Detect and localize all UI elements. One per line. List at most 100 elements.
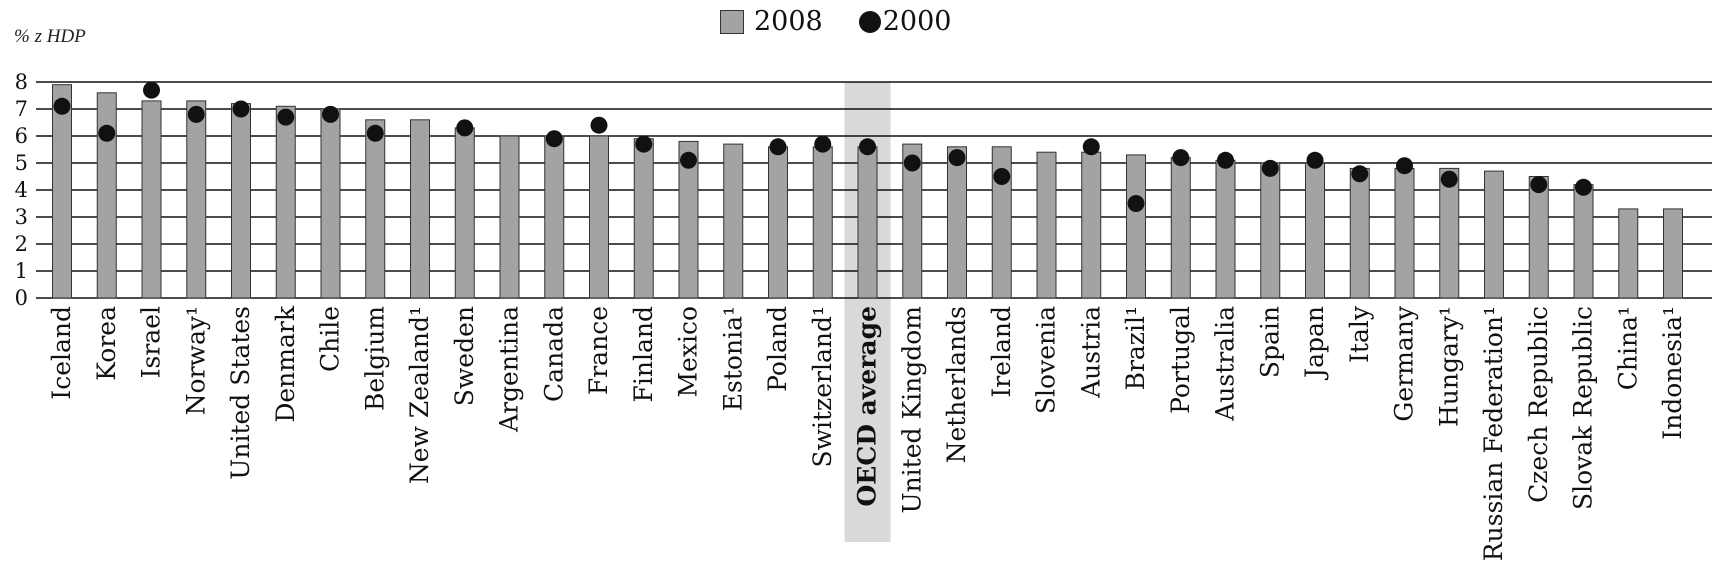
bar-2008 (1036, 151, 1057, 299)
dot-2000 (814, 135, 832, 153)
dot-2000 (590, 116, 608, 134)
category-label: Slovak Republic (1569, 306, 1598, 510)
bar-2008 (499, 135, 520, 299)
dot-2000 (635, 135, 653, 153)
category-label: Chile (316, 306, 345, 372)
category-label: Japan (1300, 306, 1329, 381)
bar-2008 (857, 146, 878, 299)
y-axis-title: % z HDP (14, 26, 86, 47)
category-label: Brazil¹ (1121, 306, 1150, 390)
y-tick-label: 1 (15, 259, 28, 283)
bar-2008 (812, 146, 833, 299)
category-label: China¹ (1613, 306, 1642, 390)
dot-2000 (769, 138, 787, 156)
bar-2008 (991, 146, 1012, 299)
bar-2008 (1394, 167, 1415, 299)
y-tick-label: 5 (15, 151, 28, 175)
category-label: Germany (1390, 305, 1419, 421)
bar-2008 (1618, 208, 1639, 299)
category-label: Spain (1255, 306, 1284, 378)
bar-2008 (52, 84, 72, 299)
bar-2008 (186, 100, 207, 299)
bar-2008 (1170, 157, 1191, 299)
bar-2008 (454, 127, 475, 299)
bar-2008 (1439, 167, 1460, 299)
dot-2000 (1261, 159, 1279, 177)
category-label: Netherlands (942, 306, 971, 463)
dot-2000 (1306, 151, 1324, 169)
category-label: Finland (629, 306, 658, 402)
dot-2000 (859, 138, 876, 156)
bar-2008 (633, 138, 654, 299)
y-tick-label: 7 (15, 97, 28, 121)
dot-2000 (1351, 165, 1369, 183)
category-label: Russian Federation¹ (1479, 306, 1508, 561)
bar-2008 (947, 146, 967, 299)
dot-2000 (1530, 176, 1548, 194)
category-label: Denmark (271, 305, 300, 423)
category-label: Argentina (495, 306, 524, 433)
dot-2000 (948, 149, 966, 167)
bar-2008 (410, 119, 430, 299)
category-label: France (584, 306, 613, 395)
category-label: Slovenia (1032, 306, 1061, 414)
y-tick-label: 3 (15, 205, 28, 229)
dot-2000 (1575, 178, 1592, 196)
bar-2008 (1573, 184, 1594, 299)
bar-2008 (320, 108, 341, 299)
category-label: Israel (137, 306, 166, 378)
category-label: OECD average (853, 306, 882, 507)
bar-2008 (1349, 167, 1370, 299)
category-label: Norway¹ (181, 306, 210, 415)
bar-2008 (365, 119, 386, 299)
category-label: Canada (539, 306, 568, 402)
legend-swatch-2008 (720, 9, 744, 34)
category-label: Korea (92, 306, 121, 381)
y-tick-label: 4 (15, 178, 28, 202)
category-label: Poland (763, 306, 792, 392)
category-label: Czech Republic (1524, 306, 1553, 503)
dot-2000 (232, 100, 250, 118)
category-label: New Zealand¹ (405, 306, 434, 484)
legend-label-2000: 2000 (882, 6, 952, 37)
bar-2008 (1305, 162, 1325, 299)
bar-2008 (1126, 154, 1146, 299)
category-label: United States (226, 306, 255, 480)
dot-2000 (277, 108, 295, 126)
y-tick-label: 8 (15, 70, 28, 94)
dot-2000 (545, 130, 563, 148)
dot-2000 (1172, 149, 1190, 167)
dot-2000 (98, 124, 116, 142)
dot-2000 (1217, 151, 1234, 169)
bar-2008 (1081, 151, 1102, 299)
category-label: Sweden (450, 306, 479, 406)
category-label: United Kingdom (897, 306, 926, 514)
dot-2000 (1440, 170, 1458, 188)
dot-2000 (993, 168, 1011, 185)
bar-2008 (96, 92, 117, 299)
dot-2000 (366, 124, 384, 142)
bar-2008 (723, 143, 744, 299)
legend: 2008 2000 (720, 6, 951, 37)
bar-2008 (275, 105, 296, 299)
category-label: Indonesia¹ (1658, 306, 1687, 440)
bar-2008 (231, 103, 251, 299)
dot-2000 (53, 97, 71, 115)
category-label: Hungary¹ (1434, 306, 1463, 427)
y-tick-label: 2 (15, 232, 28, 256)
category-label: Mexico (674, 306, 703, 398)
dot-2000 (143, 81, 160, 99)
category-label: Belgium (360, 306, 389, 411)
dot-2000 (322, 105, 339, 123)
category-label: Portugal (1166, 306, 1195, 414)
dot-2000 (1082, 138, 1100, 156)
bar-2008 (768, 146, 788, 299)
category-label: Australia (1211, 306, 1240, 422)
bar-2008 (1215, 159, 1236, 299)
bar-2008 (902, 143, 923, 299)
dot-2000 (680, 151, 697, 169)
bar-2008 (141, 100, 162, 299)
category-label: Estonia¹ (718, 306, 747, 411)
category-label: Austria (1076, 306, 1105, 399)
y-tick-label: 6 (15, 124, 28, 148)
